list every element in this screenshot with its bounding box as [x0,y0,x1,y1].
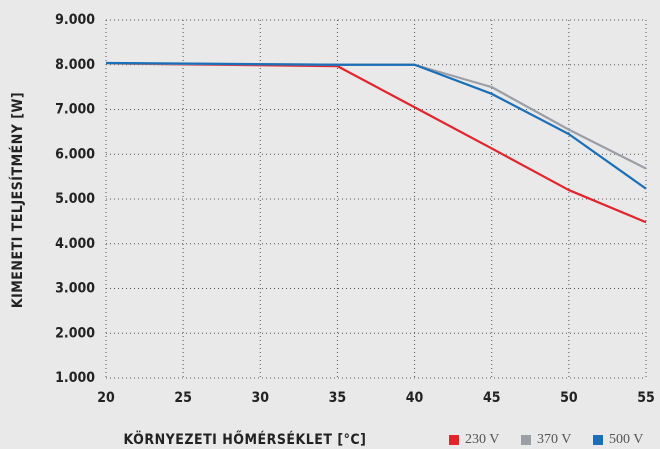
x-tick-label: 40 [406,390,424,406]
y-tick-label: 6.000 [55,146,95,162]
legend-swatch [449,435,459,445]
data-line [105,62,647,170]
y-tick-label: 9.000 [55,12,95,28]
y-tick-label: 7.000 [55,102,95,118]
legend-swatch [521,435,531,445]
x-tick-label: 20 [97,390,115,406]
legend-label: 500 V [609,432,643,447]
x-tick-label: 45 [483,390,501,406]
y-tick-label: 5.000 [55,191,95,207]
data-line [105,62,647,224]
y-tick-label: 2.000 [55,325,95,341]
x-tick-label: 35 [329,390,347,406]
data-line [105,61,647,190]
x-axis-title: KÖRNYEZETI HŐMÉRSÉKLET [°C] [124,430,367,448]
x-tick-label: 30 [252,390,270,406]
y-tick-label: 4.000 [55,236,95,252]
legend-label: 230 V [465,432,499,447]
y-tick-label: 1.000 [55,370,95,386]
x-tick-label: 55 [637,390,655,406]
legend-swatch [593,435,603,445]
y-axis-title: KIMENETI TELJESÍTMÉNY [W] [9,92,26,308]
x-tick-label: 50 [560,390,578,406]
y-tick-label: 8.000 [55,57,95,73]
legend-label: 370 V [537,432,571,447]
y-tick-label: 3.000 [55,281,95,297]
x-tick-label: 25 [174,390,192,406]
